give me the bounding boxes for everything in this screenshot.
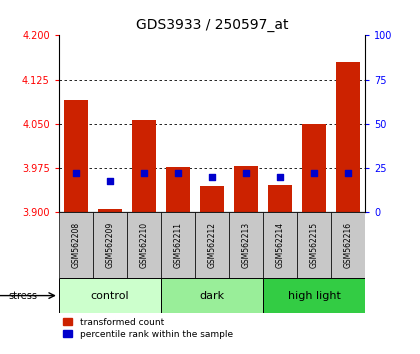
Point <box>243 171 249 176</box>
Bar <box>59 278 161 313</box>
Bar <box>195 212 229 278</box>
Text: control: control <box>91 291 129 301</box>
Text: GSM562211: GSM562211 <box>173 222 183 268</box>
Text: GSM562209: GSM562209 <box>105 222 114 268</box>
Bar <box>263 212 297 278</box>
Bar <box>98 210 122 212</box>
Text: GSM562216: GSM562216 <box>344 222 353 268</box>
Text: dark: dark <box>200 291 225 301</box>
Text: GSM562215: GSM562215 <box>310 222 319 268</box>
Bar <box>234 166 258 212</box>
Bar <box>59 212 93 278</box>
Bar <box>93 212 127 278</box>
Point <box>277 174 284 180</box>
Text: GSM562214: GSM562214 <box>276 222 285 268</box>
Bar <box>302 124 326 212</box>
Bar <box>132 120 156 212</box>
Point <box>311 171 318 176</box>
Bar <box>263 278 365 313</box>
Point <box>141 171 147 176</box>
Text: GSM562208: GSM562208 <box>71 222 80 268</box>
Bar <box>200 186 224 212</box>
Text: GSM562213: GSM562213 <box>241 222 251 268</box>
Bar <box>161 212 195 278</box>
Point <box>209 174 215 180</box>
Text: stress: stress <box>8 291 37 301</box>
Text: GSM562212: GSM562212 <box>207 222 217 268</box>
Bar <box>166 167 190 212</box>
Title: GDS3933 / 250597_at: GDS3933 / 250597_at <box>136 18 289 32</box>
Point <box>345 171 352 176</box>
Point <box>107 178 113 183</box>
Text: GSM562210: GSM562210 <box>139 222 148 268</box>
Legend: transformed count, percentile rank within the sample: transformed count, percentile rank withi… <box>63 318 233 338</box>
Point <box>175 171 181 176</box>
Bar <box>336 62 360 212</box>
Text: high light: high light <box>288 291 341 301</box>
Point <box>73 171 79 176</box>
Bar <box>229 212 263 278</box>
Bar <box>127 212 161 278</box>
Bar <box>297 212 331 278</box>
Bar <box>268 185 292 212</box>
Bar <box>161 278 263 313</box>
Bar <box>64 100 88 212</box>
Bar <box>331 212 365 278</box>
